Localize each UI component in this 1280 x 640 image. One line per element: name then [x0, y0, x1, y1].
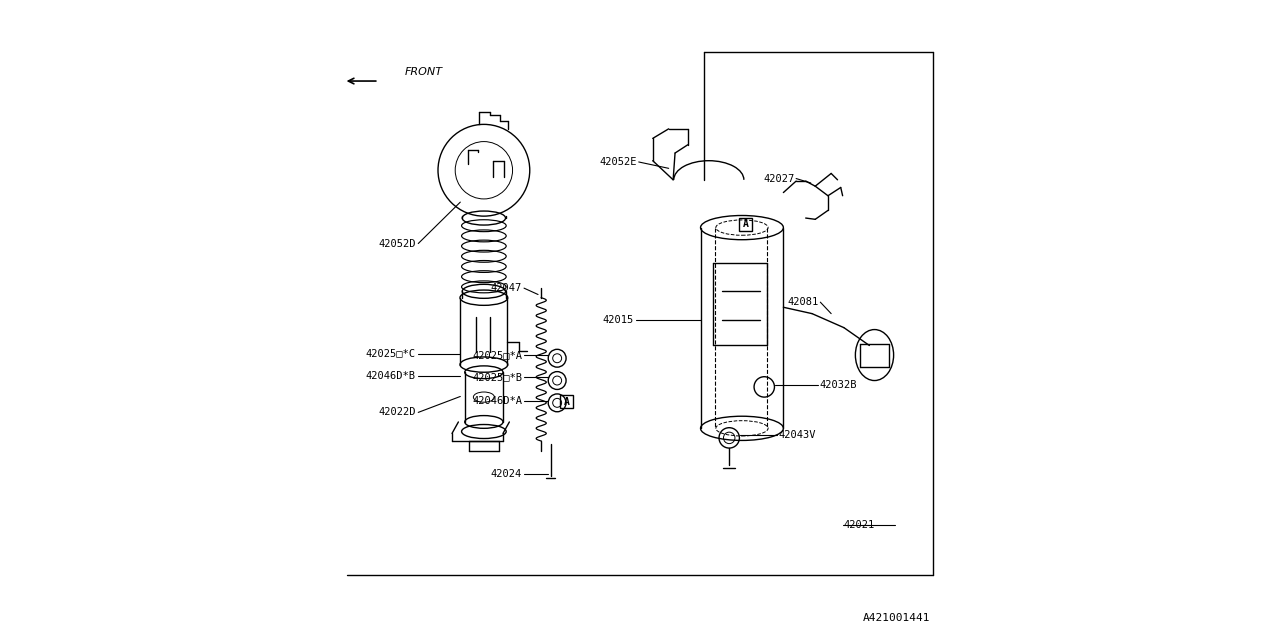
Text: FRONT: FRONT — [404, 67, 442, 77]
Text: 42015: 42015 — [603, 315, 634, 325]
Text: 42025□*C: 42025□*C — [366, 349, 416, 359]
Text: 42081: 42081 — [787, 297, 818, 307]
Text: A421001441: A421001441 — [863, 612, 931, 623]
Text: 42043V: 42043V — [780, 429, 817, 440]
Text: 42046D*B: 42046D*B — [366, 371, 416, 381]
Bar — [740, 218, 753, 231]
Bar — [561, 395, 573, 408]
Text: A: A — [742, 220, 749, 229]
Text: 42052D: 42052D — [378, 239, 416, 248]
Text: 42052E: 42052E — [599, 157, 637, 167]
Text: 42024: 42024 — [490, 469, 522, 479]
Text: 42022D: 42022D — [378, 408, 416, 417]
Text: 42025□*A: 42025□*A — [472, 350, 522, 360]
Text: 42021: 42021 — [844, 520, 876, 530]
Text: 42047: 42047 — [490, 283, 522, 293]
Text: 42027: 42027 — [763, 173, 794, 184]
Text: 42025□*B: 42025□*B — [472, 372, 522, 382]
Text: 42032B: 42032B — [819, 380, 858, 390]
Text: A: A — [563, 397, 570, 406]
Text: 42046D*A: 42046D*A — [472, 396, 522, 406]
